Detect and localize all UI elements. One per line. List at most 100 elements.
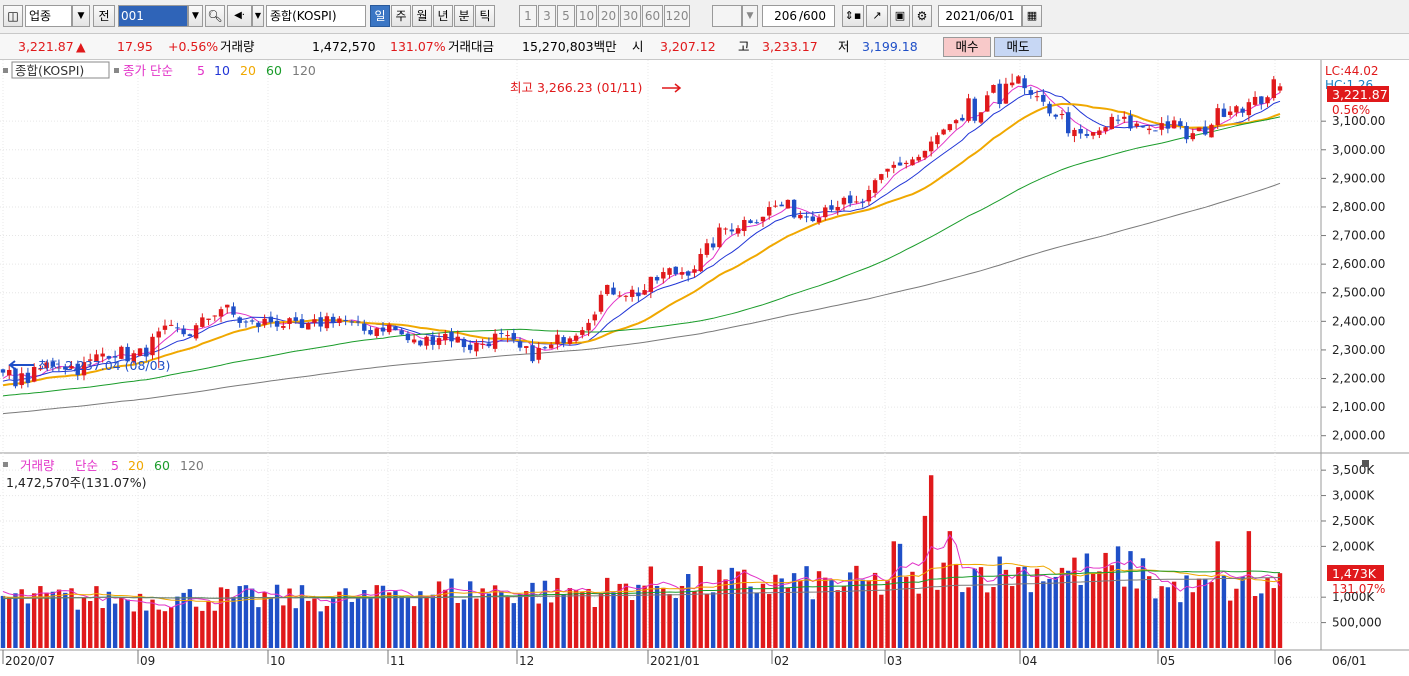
period-tab-5[interactable]: 분 <box>454 5 474 27</box>
candle-body <box>281 326 286 328</box>
ma60-line <box>2 116 1281 397</box>
candle <box>854 195 859 204</box>
interval-tab-5[interactable]: 5 <box>557 5 575 27</box>
interval-tab-3[interactable]: 3 <box>538 5 556 27</box>
candle <box>960 114 965 122</box>
candle-body <box>629 289 635 297</box>
volume-bar <box>430 594 436 648</box>
interval-tab-10[interactable]: 10 <box>576 5 597 27</box>
volume-bar <box>629 600 635 648</box>
candle <box>231 302 236 318</box>
speaker-icon[interactable]: ◀· <box>227 5 252 27</box>
interval-tab-30[interactable]: 30 <box>620 5 641 27</box>
period-tab-3[interactable]: 월 <box>412 5 432 27</box>
period-tab-2[interactable]: 주 <box>391 5 411 27</box>
count-input[interactable]: 206 <box>762 5 800 27</box>
candle-body <box>1066 112 1071 134</box>
save-icon[interactable]: ▣ <box>890 5 910 27</box>
volume-bar <box>144 610 149 648</box>
candle-body <box>63 366 68 370</box>
code-input[interactable]: 001 <box>118 5 188 27</box>
candle <box>393 325 398 331</box>
candle <box>573 333 579 344</box>
legend-ma-60: 60 <box>266 63 282 78</box>
volume-bar <box>38 586 43 648</box>
candle-type-icon[interactable]: ⇕▪ <box>842 5 864 27</box>
code-dropdown-icon[interactable]: ▼ <box>188 5 203 27</box>
volume-bar <box>717 569 722 648</box>
period-tab-1[interactable]: 일 <box>370 5 390 27</box>
period-tab-6[interactable]: 틱 <box>475 5 495 27</box>
volume-bar <box>885 580 890 648</box>
window-menu-icon[interactable]: ◫ <box>3 5 23 27</box>
candle-body <box>1234 106 1239 113</box>
candle-body <box>586 322 591 331</box>
candle <box>729 223 735 235</box>
line-tool-icon[interactable]: ↗ <box>866 5 888 27</box>
volume-last-tag-bg <box>1327 565 1384 581</box>
volume-bar <box>673 598 678 648</box>
buy-button[interactable]: 매수 <box>943 37 991 57</box>
candle <box>324 312 330 332</box>
volume-bar <box>1084 553 1090 648</box>
candle-body <box>44 362 49 369</box>
legend-name-box <box>11 61 110 79</box>
date-input[interactable]: 2021/06/01 <box>938 5 1022 27</box>
candle-body <box>1153 130 1158 132</box>
legend-ma-label: 종가 단순 <box>123 63 173 78</box>
candle <box>704 238 710 258</box>
volume-bar <box>69 588 74 648</box>
volume-bar <box>299 585 305 648</box>
interval-tab-120[interactable]: 120 <box>664 5 690 27</box>
period-tab-4[interactable]: 년 <box>433 5 453 27</box>
candle <box>1097 127 1102 139</box>
candle <box>69 361 74 370</box>
candle <box>866 185 872 206</box>
candle <box>374 327 379 339</box>
candle-body <box>1171 120 1177 129</box>
volume-bar <box>1259 593 1264 648</box>
candle <box>1003 77 1009 104</box>
interval-tab-1[interactable]: 1 <box>519 5 537 27</box>
volume-bar <box>742 569 747 648</box>
sell-button[interactable]: 매도 <box>994 37 1042 57</box>
candle-body <box>243 321 249 323</box>
candle-body <box>1128 115 1133 129</box>
interval-custom-field[interactable] <box>712 5 742 27</box>
calendar-icon[interactable]: ▦ <box>1022 5 1042 27</box>
candle <box>524 345 529 354</box>
volume-bar <box>997 556 1002 648</box>
prev-button[interactable]: 전 <box>93 5 115 27</box>
candle-body <box>56 367 62 369</box>
volume-bar <box>486 593 492 648</box>
candle <box>249 318 255 325</box>
interval-tab-60[interactable]: 60 <box>642 5 663 27</box>
candle <box>94 349 99 363</box>
volume-ratio: 131.07% <box>390 39 446 54</box>
category-dropdown-icon[interactable]: ▼ <box>72 5 90 27</box>
candle <box>1034 90 1040 102</box>
candle-body <box>517 341 523 348</box>
candle <box>785 199 791 209</box>
search-icon[interactable]: 🔍︎ <box>205 5 225 27</box>
speaker-dropdown-icon[interactable]: ▼ <box>252 5 264 27</box>
gear-icon[interactable]: ⚙ <box>912 5 932 27</box>
candle-body <box>318 317 323 327</box>
candle-body <box>985 95 990 112</box>
volume-bar <box>710 592 716 648</box>
volume-bar <box>56 589 62 648</box>
interval-dropdown-icon[interactable]: ▼ <box>742 5 758 27</box>
volume-bar <box>492 585 498 648</box>
volume-bar <box>1171 581 1177 648</box>
candle <box>991 84 996 94</box>
candle <box>480 338 485 349</box>
category-select[interactable]: 업종 <box>25 5 72 27</box>
volume-bar <box>94 586 99 648</box>
volume-bar <box>698 566 703 648</box>
index-name-field[interactable]: 종합(KOSPI) <box>266 5 366 27</box>
candle <box>1109 113 1115 130</box>
interval-tab-20[interactable]: 20 <box>598 5 619 27</box>
chart-area[interactable]: 3,100.00 3,000.00 2,900.00 2,800.00 2,700.00… <box>0 60 1409 676</box>
volume-bar <box>505 596 510 648</box>
volume-bar <box>237 586 242 648</box>
